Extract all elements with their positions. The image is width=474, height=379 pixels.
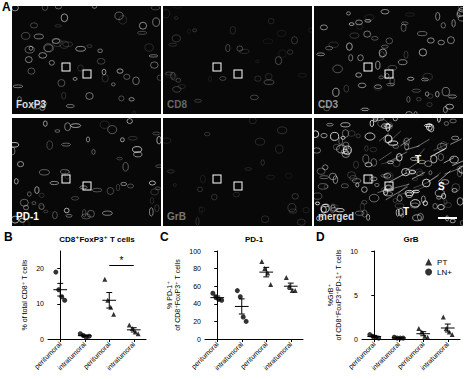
svg-text:intratumoral: intratumoral [105,340,136,371]
svg-text:20: 20 [36,265,44,272]
svg-text:LN+: LN+ [437,268,452,277]
svg-text:100: 100 [189,248,201,255]
html-text:GrB: GrB [167,211,186,222]
svg-text:intratumoral: intratumoral [213,340,245,372]
svg-text:of CD8⁺FoxP3⁺PD-1⁺ T cells: of CD8⁺FoxP3⁺PD-1⁺ T cells [335,249,342,340]
svg-text:0: 0 [354,336,358,343]
svg-text:*: * [120,255,124,266]
html-text:A: A [2,0,11,14]
html-text:PD-1: PD-1 [16,211,39,222]
svg-text:of CD8⁺FoxP3⁺ T cells: of CD8⁺FoxP3⁺ T cells [174,259,181,331]
svg-text:C: C [160,230,169,244]
svg-text:intratumoral: intratumoral [370,340,402,372]
svg-text:peritumoral: peritumoral [347,340,377,371]
svg-text:5: 5 [354,292,358,299]
svg-text:% PD-1⁺: % PD-1⁺ [166,281,173,309]
svg-text:peritumoral: peritumoral [82,340,112,371]
html-text:CD3: CD3 [318,99,338,110]
svg-text:60: 60 [193,283,201,290]
html-text:S: S [438,181,445,192]
html-text:T: T [403,206,410,217]
svg-text:20: 20 [193,318,201,325]
svg-text:% of total CD8⁺ T cells: % of total CD8⁺ T cells [21,259,28,330]
svg-text:PD-1: PD-1 [245,235,264,244]
html-text:FoxP3: FoxP3 [16,99,46,110]
svg-text:10: 10 [350,248,358,255]
svg-text:peritumoral: peritumoral [33,340,63,371]
svg-text:%GrB⁺: %GrB⁺ [327,284,334,307]
svg-text:intratumoral: intratumoral [262,340,293,371]
svg-text:D: D [316,230,325,244]
svg-text:0: 0 [197,336,201,343]
html-text:T: T [415,154,422,165]
svg-text:PT: PT [437,258,447,267]
svg-text:GrB: GrB [403,235,418,244]
svg-text:peritumoral: peritumoral [190,340,220,371]
svg-text:B: B [4,230,13,244]
svg-text:CD8⁺FoxP3⁺ T cells: CD8⁺FoxP3⁺ T cells [59,235,135,244]
svg-text:10: 10 [36,300,44,307]
svg-text:peritumoral: peritumoral [396,340,426,371]
svg-text:0: 0 [40,336,44,343]
svg-text:80: 80 [193,265,201,272]
html-text:CD8: CD8 [167,99,187,110]
html-text:merged: merged [318,211,355,222]
svg-text:40: 40 [193,300,201,307]
svg-text:intratumoral: intratumoral [56,340,88,372]
svg-text:intratumoral: intratumoral [419,340,450,371]
svg-text:peritumoral: peritumoral [239,340,269,371]
